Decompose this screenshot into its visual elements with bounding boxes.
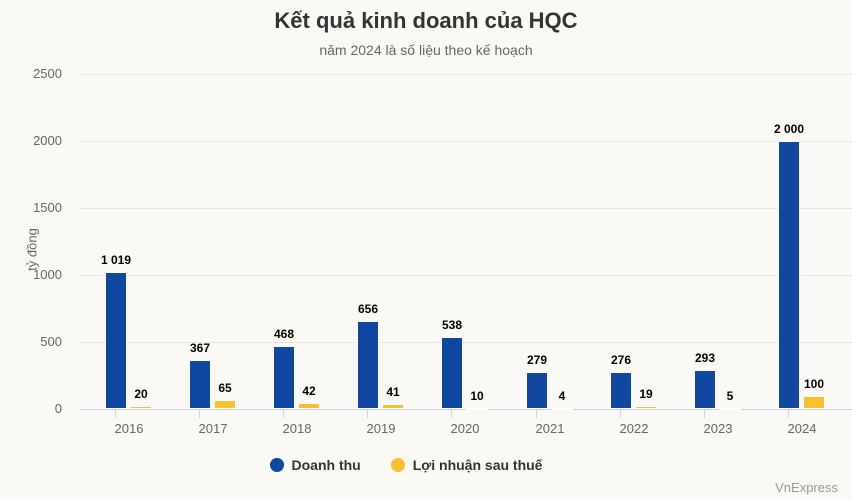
bar-profit[interactable]: [466, 408, 488, 410]
data-label: 2 000: [773, 122, 805, 136]
x-tick-mark: [367, 410, 368, 418]
x-tick-mark: [451, 410, 452, 418]
bar-revenue[interactable]: [610, 372, 632, 409]
source-credit: VnExpress: [775, 480, 838, 495]
data-label: 41: [386, 385, 400, 399]
x-tick-label: 2020: [450, 421, 480, 436]
gridline: [80, 74, 852, 75]
x-tick-label: 2019: [366, 421, 396, 436]
x-tick-label: 2016: [114, 421, 144, 436]
bar-profit[interactable]: [635, 406, 657, 409]
y-tick-label: 1500: [33, 200, 62, 215]
x-tick-mark: [199, 410, 200, 418]
legend-dot-icon: [390, 458, 405, 472]
bar-profit[interactable]: [551, 408, 573, 410]
gridline: [80, 275, 852, 276]
x-tick-mark: [620, 410, 621, 418]
x-tick-mark: [704, 410, 705, 418]
data-label: 65: [218, 381, 232, 395]
gridline: [80, 141, 852, 142]
bar-revenue[interactable]: [189, 360, 211, 409]
legend-label: Doanh thu: [291, 457, 361, 473]
data-label: 276: [610, 353, 632, 367]
legend-dot-icon: [269, 458, 284, 472]
y-tick-label: 2500: [33, 66, 62, 81]
data-label: 656: [357, 302, 379, 316]
chart-subtitle: năm 2024 là số liệu theo kế hoạch: [319, 42, 533, 58]
data-label: 538: [441, 318, 463, 332]
x-tick-mark: [283, 410, 284, 418]
data-label: 42: [302, 384, 316, 398]
gridline: [80, 342, 852, 343]
bar-profit[interactable]: [130, 406, 152, 409]
x-tick-label: 2021: [535, 421, 565, 436]
bar-revenue[interactable]: [105, 272, 127, 409]
y-tick-label: 1000: [33, 267, 62, 282]
bar-revenue[interactable]: [357, 321, 379, 409]
data-label: 5: [726, 389, 734, 403]
data-label: 1 019: [100, 253, 132, 267]
data-label: 10: [470, 389, 484, 403]
x-tick-mark: [536, 410, 537, 418]
data-label: 19: [639, 387, 653, 401]
bar-revenue[interactable]: [273, 346, 295, 409]
bar-profit[interactable]: [214, 400, 236, 409]
x-tick-label: 2017: [198, 421, 228, 436]
bar-revenue[interactable]: [694, 370, 716, 409]
data-label: 293: [694, 351, 716, 365]
legend-item-revenue[interactable]: Doanh thu: [269, 457, 361, 473]
legend-item-profit[interactable]: Lợi nhuận sau thuế: [390, 457, 543, 473]
bar-profit[interactable]: [382, 404, 404, 409]
data-label: 468: [273, 327, 295, 341]
legend-label: Lợi nhuận sau thuế: [412, 457, 543, 473]
bar-profit[interactable]: [298, 403, 320, 409]
chart-title: Kết quả kinh doanh của HQC: [274, 8, 578, 33]
x-tick-label: 2024: [787, 421, 817, 436]
y-tick-label: 500: [40, 334, 62, 349]
x-tick-label: 2023: [703, 421, 733, 436]
legend: Doanh thu Lợi nhuận sau thuế: [0, 457, 852, 473]
y-tick-label: 0: [54, 401, 62, 416]
gridline: [80, 208, 852, 209]
data-label: 20: [134, 387, 148, 401]
x-tick-label: 2018: [282, 421, 312, 436]
data-label: 367: [189, 341, 211, 355]
bar-profit[interactable]: [803, 396, 825, 409]
data-label: 100: [803, 377, 825, 391]
x-tick-label: 2022: [619, 421, 649, 436]
y-tick-label: 2000: [33, 133, 62, 148]
bar-profit[interactable]: [719, 408, 741, 410]
bar-revenue[interactable]: [526, 372, 548, 409]
x-tick-mark: [115, 410, 116, 418]
x-tick-mark: [788, 410, 789, 418]
bar-revenue[interactable]: [441, 337, 463, 409]
data-label: 4: [558, 389, 566, 403]
data-label: 279: [526, 353, 548, 367]
bar-revenue[interactable]: [778, 141, 800, 409]
